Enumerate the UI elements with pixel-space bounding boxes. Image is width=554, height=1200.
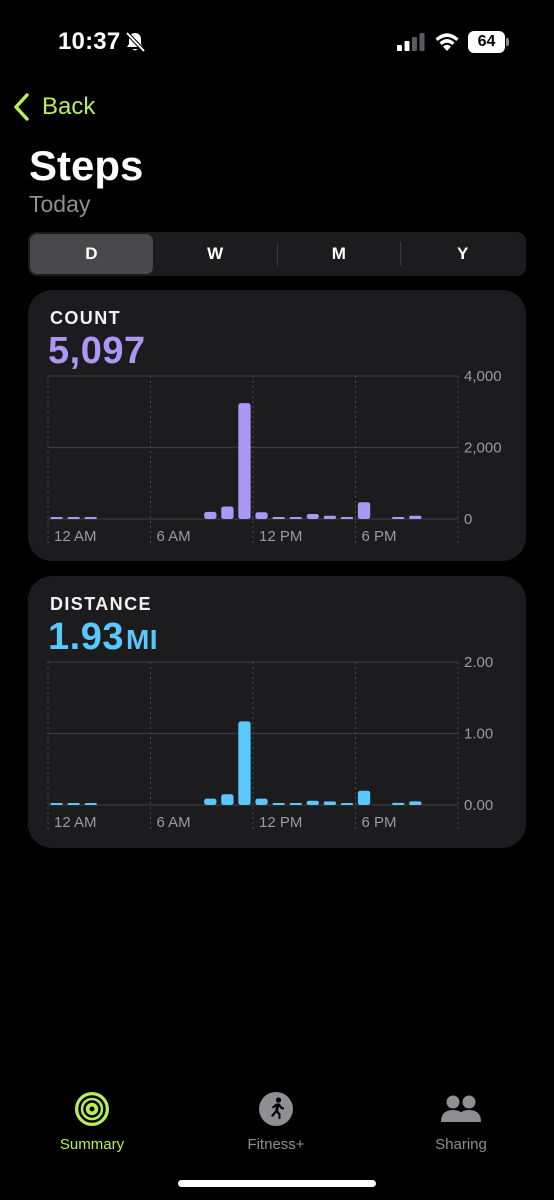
battery-level: 64 — [468, 31, 505, 53]
count-bar — [340, 517, 354, 519]
count-bar — [409, 515, 422, 519]
count-bar — [392, 517, 405, 519]
count-bar — [221, 506, 234, 519]
distance-bar-chart: 2.00 1.00 0.00 12 AM 6 AM 12 PM 6 PM — [47, 654, 493, 831]
distance-bar — [221, 794, 234, 805]
distance-y-tick-label: 1.00 — [464, 726, 493, 743]
distance-y-tick-label: 2.00 — [464, 654, 493, 671]
back-label: Back — [42, 93, 96, 120]
tab-fitness-plus-label: Fitness+ — [247, 1136, 305, 1153]
cellular-signal-icon — [397, 33, 425, 51]
count-y-tick-label: 2,000 — [464, 440, 502, 457]
tab-fitness-plus[interactable]: Fitness+ — [206, 1090, 346, 1153]
distance-bar — [323, 801, 337, 805]
count-bar-chart: 4,000 2,000 0 12 AM 6 AM 12 PM 6 PM — [47, 368, 502, 545]
tab-summary[interactable]: Summary — [22, 1090, 162, 1153]
distance-x-tick-label: 6 PM — [362, 814, 397, 831]
count-x-tick-label: 12 AM — [54, 528, 97, 545]
count-y-tick-label: 4,000 — [464, 368, 502, 385]
home-indicator — [178, 1180, 376, 1187]
battery-icon: 64 — [468, 31, 510, 53]
count-label: COUNT — [50, 308, 121, 328]
tab-sharing[interactable]: Sharing — [391, 1090, 531, 1153]
wifi-icon — [435, 33, 459, 51]
distance-card[interactable]: DISTANCE 1.93MI 2.00 1.00 0.00 12 AM 6 AM 12 … — [28, 576, 526, 848]
page-title: Steps — [29, 142, 144, 189]
chevron-left-icon — [14, 93, 29, 121]
count-x-tick-label: 12 PM — [259, 528, 302, 545]
distance-unit: MI — [125, 624, 159, 655]
distance-bar — [255, 798, 268, 805]
distance-bar — [272, 803, 285, 805]
tab-bar: Summary Fitness+ Sharing — [0, 1080, 554, 1160]
silent-bell-icon — [125, 31, 146, 53]
back-button[interactable]: Back — [12, 90, 95, 124]
distance-bar — [204, 798, 217, 805]
running-figure-icon — [259, 1092, 293, 1126]
distance-bar — [340, 803, 354, 805]
count-x-tick-label: 6 AM — [157, 528, 191, 545]
count-bar — [306, 513, 319, 519]
count-bar — [255, 512, 268, 519]
segment-month[interactable]: M — [331, 244, 346, 263]
status-time: 10:37 — [58, 28, 121, 55]
count-bar — [357, 502, 371, 519]
people-icon — [441, 1095, 481, 1122]
count-card[interactable]: COUNT 5,097 4,000 2,000 0 12 AM 6 AM 12 PM 6 P… — [28, 290, 526, 561]
segment-week[interactable]: W — [207, 244, 224, 263]
count-x-tick-label: 6 PM — [362, 528, 397, 545]
distance-bar — [409, 801, 422, 805]
distance-y-tick-label: 0.00 — [464, 797, 493, 814]
segment-year[interactable]: Y — [456, 244, 469, 263]
distance-bar — [84, 803, 97, 805]
distance-x-tick-label: 12 PM — [259, 814, 302, 831]
distance-x-tick-label: 12 AM — [54, 814, 97, 831]
activity-rings-icon — [75, 1092, 109, 1126]
segment-day[interactable]: D — [30, 234, 153, 274]
count-value: 5,097 — [48, 330, 146, 372]
distance-label: DISTANCE — [50, 594, 152, 614]
count-bar — [323, 515, 337, 519]
distance-bar — [392, 802, 405, 805]
distance-x-tick-label: 6 AM — [157, 814, 191, 831]
tab-summary-label: Summary — [59, 1136, 125, 1153]
distance-value: 1.93MI — [48, 616, 158, 659]
status-bar: 10:37 64 — [0, 0, 554, 84]
page-subtitle: Today — [29, 191, 91, 217]
time-range-segmented-control: D W M Y — [28, 232, 526, 276]
distance-bar — [238, 721, 251, 805]
count-bar — [50, 517, 63, 519]
distance-bar — [306, 800, 319, 805]
count-bar — [289, 517, 302, 519]
count-bar — [204, 511, 217, 519]
distance-bar — [50, 803, 63, 805]
count-y-tick-label: 0 — [464, 511, 472, 528]
count-bar — [272, 517, 285, 519]
count-bar — [67, 517, 80, 519]
tab-sharing-label: Sharing — [435, 1136, 487, 1153]
count-bar — [238, 403, 251, 519]
distance-number: 1.93 — [48, 616, 124, 658]
distance-bar — [289, 803, 302, 805]
distance-bar — [67, 803, 80, 805]
count-bar — [84, 517, 97, 519]
distance-bar — [357, 790, 371, 805]
